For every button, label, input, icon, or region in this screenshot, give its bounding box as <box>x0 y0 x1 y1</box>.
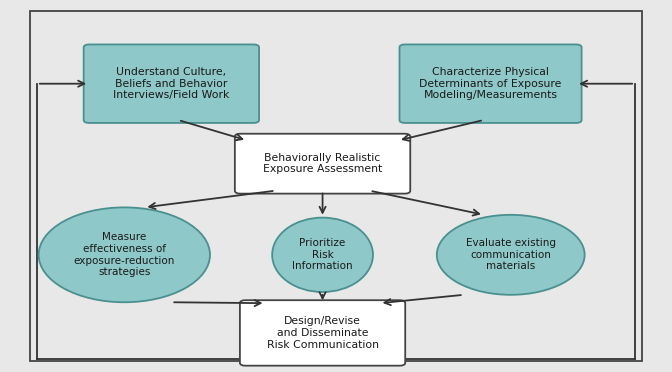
Text: Behaviorally Realistic
Exposure Assessment: Behaviorally Realistic Exposure Assessme… <box>263 153 382 174</box>
Ellipse shape <box>437 215 585 295</box>
FancyBboxPatch shape <box>83 44 259 123</box>
Text: Evaluate existing
communication
materials: Evaluate existing communication material… <box>466 238 556 272</box>
Text: Design/Revise
and Disseminate
Risk Communication: Design/Revise and Disseminate Risk Commu… <box>267 316 378 350</box>
Text: Prioritize
Risk
Information: Prioritize Risk Information <box>292 238 353 272</box>
FancyBboxPatch shape <box>240 300 405 366</box>
FancyBboxPatch shape <box>399 44 581 123</box>
Ellipse shape <box>38 208 210 302</box>
Ellipse shape <box>272 218 373 292</box>
Text: Understand Culture,
Beliefs and Behavior
Interviews/Field Work: Understand Culture, Beliefs and Behavior… <box>113 67 230 100</box>
Text: Characterize Physical
Determinants of Exposure
Modeling/Measurements: Characterize Physical Determinants of Ex… <box>419 67 562 100</box>
FancyBboxPatch shape <box>235 134 410 193</box>
Text: Measure
effectiveness of
exposure-reduction
strategies: Measure effectiveness of exposure-reduct… <box>74 232 175 277</box>
